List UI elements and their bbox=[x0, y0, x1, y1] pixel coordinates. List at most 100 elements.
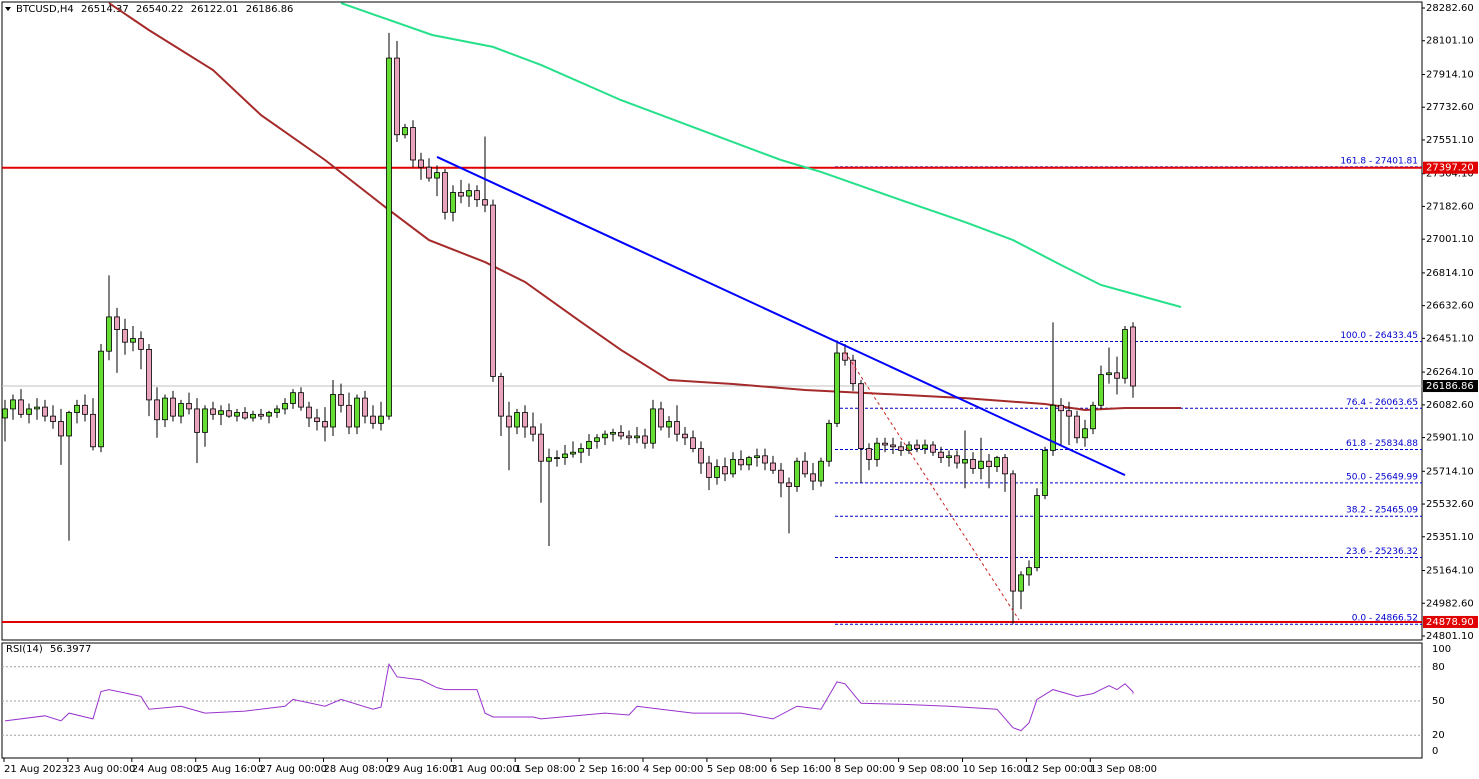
candle-body-up bbox=[834, 352, 840, 424]
x-tick-label: 23 Aug 00:00 bbox=[68, 764, 135, 775]
x-tick-label: 27 Aug 00:00 bbox=[260, 764, 327, 775]
candle-body-up bbox=[450, 192, 456, 213]
candle-body-up bbox=[1082, 428, 1088, 439]
y-tick-label: 27914.10 bbox=[1426, 69, 1474, 80]
y-tick-label: 27551.10 bbox=[1426, 135, 1474, 146]
candle-body-down bbox=[690, 437, 696, 450]
candle-body-down bbox=[170, 397, 176, 417]
price-box bbox=[1423, 615, 1478, 628]
candle-body-up bbox=[1018, 574, 1024, 592]
candle-body-down bbox=[762, 455, 768, 464]
x-tick-label: 9 Sep 08:00 bbox=[899, 764, 959, 775]
x-tick-label: 4 Sep 00:00 bbox=[643, 764, 703, 775]
price-box-label: 27397.20 bbox=[1426, 163, 1474, 174]
y-tick-label: 26632.60 bbox=[1426, 301, 1474, 312]
candle-body-up bbox=[386, 57, 392, 417]
price-box bbox=[1423, 161, 1478, 174]
candle-body-up bbox=[874, 442, 880, 460]
candle-body-up bbox=[202, 408, 208, 433]
candle-body-down bbox=[986, 460, 992, 468]
candle-body-down bbox=[1130, 326, 1136, 387]
candle-body-down bbox=[810, 473, 816, 482]
candle-body-up bbox=[594, 437, 600, 442]
x-tick-label: 31 Aug 00:00 bbox=[451, 764, 518, 775]
candle-body-down bbox=[866, 448, 872, 460]
candle-body-down bbox=[482, 199, 488, 206]
close: 26186.86 bbox=[246, 4, 294, 15]
rsi-header: RSI(14) 56.3977 bbox=[6, 644, 91, 655]
menu-icon[interactable] bbox=[5, 7, 11, 11]
candle-body-down bbox=[146, 348, 152, 401]
candle-body-up bbox=[354, 397, 360, 428]
candle-body-up bbox=[994, 457, 1000, 468]
candle-body-down bbox=[658, 408, 664, 428]
candle-body-down bbox=[194, 408, 200, 433]
candle-body-down bbox=[138, 338, 144, 350]
candle-body-down bbox=[490, 204, 496, 377]
x-tick-label: 13 Sep 08:00 bbox=[1090, 764, 1157, 775]
candle-body-down bbox=[930, 444, 936, 453]
y-tick-label: 26264.10 bbox=[1426, 367, 1474, 378]
candle-body-down bbox=[154, 399, 160, 421]
candle-body-up bbox=[434, 172, 440, 179]
candle-body-down bbox=[242, 412, 248, 419]
symbol: BTCUSD,H4 bbox=[16, 4, 74, 15]
rsi-tick-label: 50 bbox=[1432, 696, 1445, 707]
candle-body-up bbox=[1034, 495, 1040, 569]
candle-body-down bbox=[50, 415, 56, 422]
candle-body-down bbox=[898, 446, 904, 451]
y-tick-label: 25351.10 bbox=[1426, 532, 1474, 543]
candle-body-up bbox=[1122, 329, 1128, 379]
candle-body-up bbox=[666, 421, 672, 428]
candle-body-down bbox=[698, 448, 704, 464]
candle-body-down bbox=[706, 462, 712, 478]
candle-body-down bbox=[770, 462, 776, 471]
candle-body-down bbox=[370, 415, 376, 424]
candle-body-down bbox=[890, 444, 896, 448]
fib-label: 76.4 - 26063.65 bbox=[1346, 398, 1418, 408]
candle-body-down bbox=[682, 433, 688, 439]
candle-body-up bbox=[106, 316, 112, 352]
candle-body-down bbox=[618, 431, 624, 437]
candle-body-up bbox=[554, 457, 560, 460]
candle-body-down bbox=[306, 406, 312, 419]
x-tick-label: 21 Aug 2023 bbox=[4, 764, 68, 775]
candle-body-up bbox=[1042, 450, 1048, 496]
candle-body-down bbox=[914, 444, 920, 450]
candle-body-up bbox=[578, 448, 584, 453]
candle-body-up bbox=[178, 403, 184, 417]
x-tick-label: 25 Aug 16:00 bbox=[196, 764, 263, 775]
candle-body-down bbox=[18, 399, 24, 415]
candle-body-down bbox=[738, 459, 744, 466]
candle-body-down bbox=[314, 417, 320, 422]
candle-body-down bbox=[42, 406, 48, 417]
header: BTCUSD,H4 26514.37 26540.22 26122.01 261… bbox=[16, 4, 293, 15]
y-tick-label: 25901.10 bbox=[1426, 433, 1474, 444]
candle-body-down bbox=[226, 410, 232, 417]
candle-body-up bbox=[714, 466, 720, 478]
candle-body-down bbox=[114, 316, 120, 330]
candle-body-up bbox=[946, 455, 952, 459]
candle-body-up bbox=[274, 408, 280, 413]
candle-body-down bbox=[186, 403, 192, 410]
candle-body-down bbox=[410, 127, 416, 161]
candle-body-up bbox=[826, 422, 832, 462]
candle-body-down bbox=[122, 329, 128, 343]
rsi-tick-label: 100 bbox=[1432, 644, 1451, 655]
y-tick-label: 27732.60 bbox=[1426, 102, 1474, 113]
candle-body-down bbox=[498, 376, 504, 417]
trendline bbox=[436, 156, 1126, 477]
candle-body-down bbox=[258, 413, 264, 417]
candle-body-down bbox=[938, 451, 944, 459]
candle-body-up bbox=[586, 440, 592, 450]
x-tick-label: 29 Aug 16:00 bbox=[387, 764, 454, 775]
candle-body-up bbox=[402, 127, 408, 136]
fib-label: 61.8 - 25834.88 bbox=[1346, 439, 1418, 449]
candle-body-up bbox=[1090, 404, 1096, 430]
rsi-line bbox=[4, 662, 1134, 732]
candle-body-up bbox=[650, 408, 656, 444]
candle-body-up bbox=[746, 457, 752, 466]
candle-body-up bbox=[1106, 372, 1112, 376]
